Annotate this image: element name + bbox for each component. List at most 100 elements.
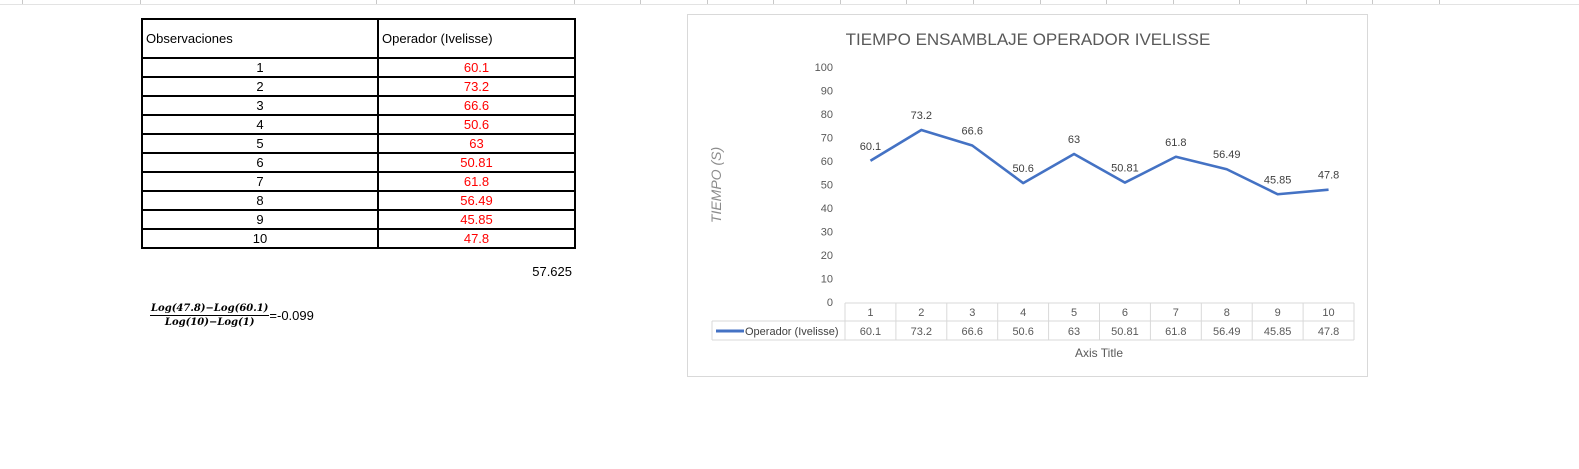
column-tick: [140, 0, 141, 4]
column-tick: [840, 0, 841, 4]
y-axis-ticks: 0 10 20 30 40 50 60 70 80 90 100: [815, 62, 833, 309]
x-category-label: 10: [1322, 307, 1334, 319]
header-observaciones[interactable]: Observaciones: [141, 18, 379, 59]
column-tick: [1439, 0, 1440, 4]
chart-canvas: TIEMPO ENSAMBLAJE OPERADOR IVELISSE TIEM…: [708, 30, 1355, 360]
x-category-label: 8: [1224, 307, 1230, 319]
data-table-value: 45.85: [1264, 326, 1292, 338]
formula-numerator: Log(47.8)−Log(60.1): [150, 303, 270, 316]
operator-value-cell[interactable]: 56.49: [377, 190, 576, 211]
x-category-label: 1: [867, 307, 873, 319]
column-tick: [1106, 0, 1107, 4]
slope-formula[interactable]: Log(47.8)−Log(60.1) Log(10)−Log(1) =-0.0…: [150, 303, 314, 328]
x-category-label: 7: [1173, 307, 1179, 319]
data-table-value: 60.1: [860, 326, 881, 338]
observation-cell[interactable]: 3: [141, 95, 379, 116]
column-tick: [707, 0, 708, 4]
table-row: 8 56.49: [141, 190, 576, 211]
column-tick: [574, 0, 575, 4]
y-tick-label: 100: [815, 62, 833, 74]
y-tick-label: 70: [821, 133, 833, 145]
data-table-value: 50.6: [1012, 326, 1033, 338]
observation-cell[interactable]: 5: [141, 133, 379, 154]
observation-cell[interactable]: 9: [141, 209, 379, 230]
data-label: 66.6: [962, 125, 983, 137]
operator-value-cell[interactable]: 47.8: [377, 228, 576, 249]
y-tick-label: 40: [821, 203, 833, 215]
observation-cell[interactable]: 2: [141, 76, 379, 97]
x-category-label: 4: [1020, 307, 1026, 319]
observation-cell[interactable]: 6: [141, 152, 379, 173]
operator-value-cell[interactable]: 63: [377, 133, 576, 154]
operator-value-cell[interactable]: 45.85: [377, 209, 576, 230]
column-tick: [773, 0, 774, 4]
legend-row: Operador (Ivelisse) 60.1 73.2 66.6 50.6 63 50.…: [716, 326, 1339, 338]
data-label: 50.81: [1111, 163, 1139, 175]
y-tick-label: 30: [821, 227, 833, 239]
spreadsheet-column-strip: [0, 0, 1579, 5]
column-tick: [1372, 0, 1373, 4]
column-tick: [22, 0, 23, 4]
x-category-label: 9: [1275, 307, 1281, 319]
y-tick-label: 80: [821, 109, 833, 121]
operator-value-cell[interactable]: 66.6: [377, 95, 576, 116]
table-row: 1 60.1: [141, 57, 576, 78]
table-row: 10 47.8: [141, 228, 576, 249]
x-axis-ticks: 1 2 3 4 5 6 7 8 9 10: [867, 307, 1334, 319]
y-tick-label: 0: [827, 297, 833, 309]
data-table-value: 56.49: [1213, 326, 1241, 338]
column-tick: [1040, 0, 1041, 4]
observation-cell[interactable]: 10: [141, 228, 379, 249]
table-row: 4 50.6: [141, 114, 576, 135]
y-tick-label: 10: [821, 274, 833, 286]
data-table-value: 47.8: [1318, 326, 1339, 338]
table-row: 6 50.81: [141, 152, 576, 173]
column-tick: [906, 0, 907, 4]
table-row: 7 61.8: [141, 171, 576, 192]
chart-title: TIEMPO ENSAMBLAJE OPERADOR IVELISSE: [846, 30, 1211, 49]
observation-cell[interactable]: 1: [141, 57, 379, 78]
data-table-value: 61.8: [1165, 326, 1186, 338]
column-tick: [1306, 0, 1307, 4]
data-label: 60.1: [860, 141, 881, 153]
series-line[interactable]: [869, 128, 1329, 196]
x-category-label: 5: [1071, 307, 1077, 319]
y-tick-label: 20: [821, 250, 833, 262]
data-label: 63: [1068, 134, 1080, 146]
average-cell[interactable]: 57.625: [532, 264, 572, 279]
data-table-value: 63: [1068, 326, 1080, 338]
column-tick: [1173, 0, 1174, 4]
operator-value-cell[interactable]: 61.8: [377, 171, 576, 192]
column-tick: [376, 0, 377, 4]
table-row: 3 66.6: [141, 95, 576, 116]
x-category-label: 3: [969, 307, 975, 319]
column-tick: [973, 0, 974, 4]
observation-cell[interactable]: 7: [141, 171, 379, 192]
operator-value-cell[interactable]: 73.2: [377, 76, 576, 97]
data-label: 45.85: [1264, 174, 1292, 186]
formula-denominator: Log(10)−Log(1): [164, 317, 255, 328]
table-row: 2 73.2: [141, 76, 576, 97]
observations-table: Observaciones Operador (Ivelisse) 1 60.1 2…: [141, 18, 576, 249]
observation-cell[interactable]: 8: [141, 190, 379, 211]
data-label: 73.2: [911, 110, 932, 122]
x-axis-title: Axis Title: [1075, 346, 1123, 360]
y-tick-label: 60: [821, 156, 833, 168]
operator-value-cell[interactable]: 50.81: [377, 152, 576, 173]
data-label: 56.49: [1213, 149, 1241, 161]
header-operador[interactable]: Operador (Ivelisse): [377, 18, 576, 59]
data-label: 50.6: [1012, 163, 1033, 175]
operator-value-cell[interactable]: 50.6: [377, 114, 576, 135]
y-tick-label: 90: [821, 86, 833, 98]
x-category-label: 6: [1122, 307, 1128, 319]
data-table-value: 73.2: [911, 326, 932, 338]
line-chart[interactable]: TIEMPO ENSAMBLAJE OPERADOR IVELISSE TIEM…: [687, 14, 1368, 377]
legend-series-name: Operador (Ivelisse): [745, 326, 839, 338]
observation-cell[interactable]: 4: [141, 114, 379, 135]
operator-value-cell[interactable]: 60.1: [377, 57, 576, 78]
table-row: 5 63: [141, 133, 576, 154]
data-table-value: 50.81: [1111, 326, 1139, 338]
column-tick: [1239, 0, 1240, 4]
data-label: 47.8: [1318, 170, 1339, 182]
chart-data-table-grid: [711, 302, 1355, 341]
